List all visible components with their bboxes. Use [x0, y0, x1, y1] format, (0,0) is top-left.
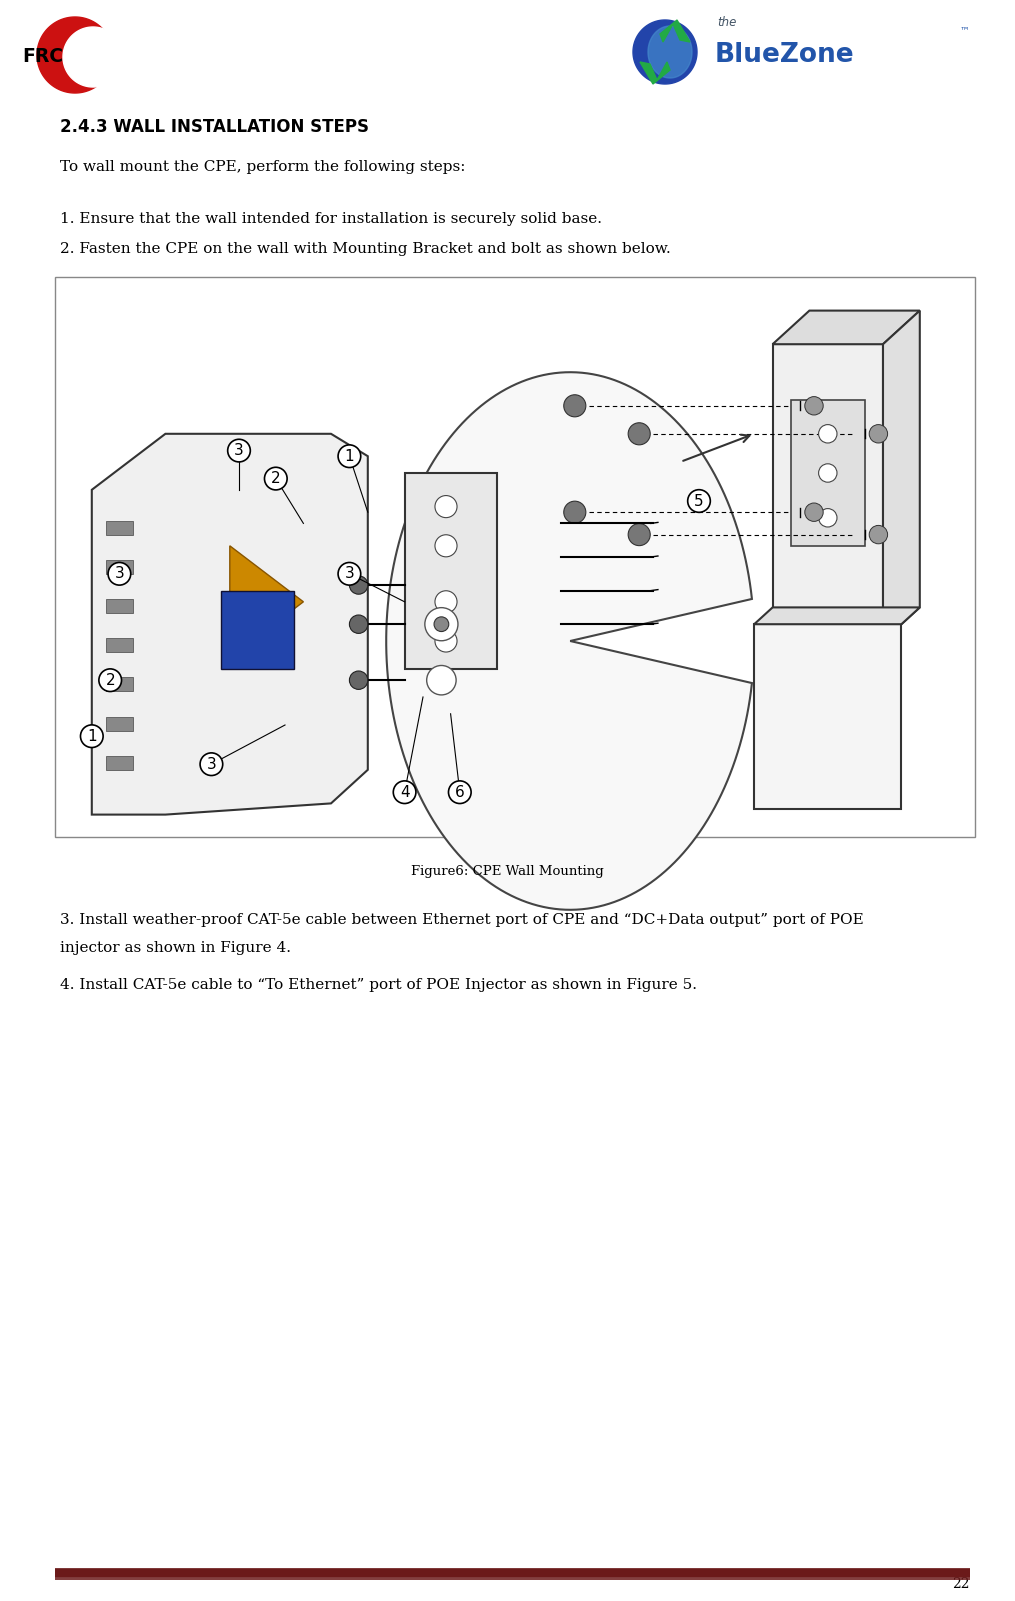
- Text: 22: 22: [952, 1577, 970, 1591]
- Bar: [754, 624, 901, 809]
- Circle shape: [563, 501, 586, 524]
- Text: 1. Ensure that the wall intended for installation is securely solid base.: 1. Ensure that the wall intended for ins…: [60, 211, 602, 226]
- Bar: [106, 599, 133, 613]
- Text: FRC: FRC: [22, 48, 63, 67]
- Circle shape: [435, 629, 457, 652]
- Circle shape: [805, 397, 823, 415]
- Text: 2: 2: [271, 471, 280, 487]
- Text: 3: 3: [115, 567, 124, 581]
- Text: 2. Fasten the CPE on the wall with Mounting Bracket and bolt as shown below.: 2. Fasten the CPE on the wall with Mount…: [60, 242, 671, 256]
- Bar: [106, 756, 133, 770]
- Circle shape: [819, 464, 837, 482]
- Bar: [106, 717, 133, 730]
- Circle shape: [628, 524, 651, 546]
- Polygon shape: [754, 607, 920, 624]
- Polygon shape: [37, 18, 113, 93]
- Text: 3: 3: [234, 443, 244, 458]
- Circle shape: [819, 424, 837, 443]
- Circle shape: [628, 423, 651, 445]
- Circle shape: [435, 535, 457, 557]
- Circle shape: [819, 509, 837, 527]
- Polygon shape: [63, 27, 123, 86]
- Circle shape: [349, 576, 367, 594]
- Circle shape: [425, 608, 458, 640]
- Polygon shape: [91, 434, 367, 815]
- Text: 3: 3: [344, 567, 354, 581]
- Polygon shape: [229, 546, 303, 658]
- Bar: [106, 560, 133, 573]
- Circle shape: [805, 503, 823, 522]
- Bar: [106, 520, 133, 535]
- Text: 4. Install CAT-5e cable to “To Ethernet” port of POE Injector as shown in Figure: 4. Install CAT-5e cable to “To Ethernet”…: [60, 978, 697, 993]
- Polygon shape: [640, 62, 670, 83]
- Text: 2: 2: [106, 672, 115, 688]
- Text: ™: ™: [960, 26, 969, 35]
- Circle shape: [563, 395, 586, 416]
- Text: Figure6: CPE Wall Mounting: Figure6: CPE Wall Mounting: [411, 865, 604, 877]
- Text: 3: 3: [206, 757, 216, 772]
- Text: 3. Install weather-proof CAT-5e cable between Ethernet port of CPE and “DC+Data : 3. Install weather-proof CAT-5e cable be…: [60, 913, 864, 927]
- Circle shape: [869, 424, 887, 443]
- Polygon shape: [633, 19, 697, 83]
- Bar: [791, 400, 865, 546]
- Bar: [106, 639, 133, 652]
- Polygon shape: [772, 311, 920, 344]
- Text: 6: 6: [455, 784, 465, 800]
- Bar: [405, 472, 496, 669]
- Circle shape: [349, 671, 367, 690]
- Text: 5: 5: [694, 493, 703, 509]
- Bar: [220, 591, 294, 669]
- Bar: [55, 277, 975, 837]
- Circle shape: [434, 616, 449, 631]
- Text: 1: 1: [87, 728, 96, 744]
- Circle shape: [435, 496, 457, 517]
- Polygon shape: [387, 371, 752, 909]
- Circle shape: [349, 615, 367, 634]
- Polygon shape: [648, 26, 692, 78]
- Text: 1: 1: [344, 448, 354, 464]
- Text: To wall mount the CPE, perform the following steps:: To wall mount the CPE, perform the follo…: [60, 160, 466, 175]
- Polygon shape: [660, 19, 690, 42]
- Circle shape: [435, 591, 457, 613]
- Text: injector as shown in Figure 4.: injector as shown in Figure 4.: [60, 941, 291, 956]
- Text: 2.4.3 WALL INSTALLATION STEPS: 2.4.3 WALL INSTALLATION STEPS: [60, 118, 369, 136]
- Bar: [106, 677, 133, 692]
- Bar: [772, 344, 883, 640]
- Circle shape: [426, 666, 456, 695]
- Text: 4: 4: [400, 784, 409, 800]
- Polygon shape: [883, 311, 920, 640]
- Text: the: the: [717, 16, 736, 29]
- Text: BlueZone: BlueZone: [715, 42, 855, 67]
- Circle shape: [869, 525, 887, 544]
